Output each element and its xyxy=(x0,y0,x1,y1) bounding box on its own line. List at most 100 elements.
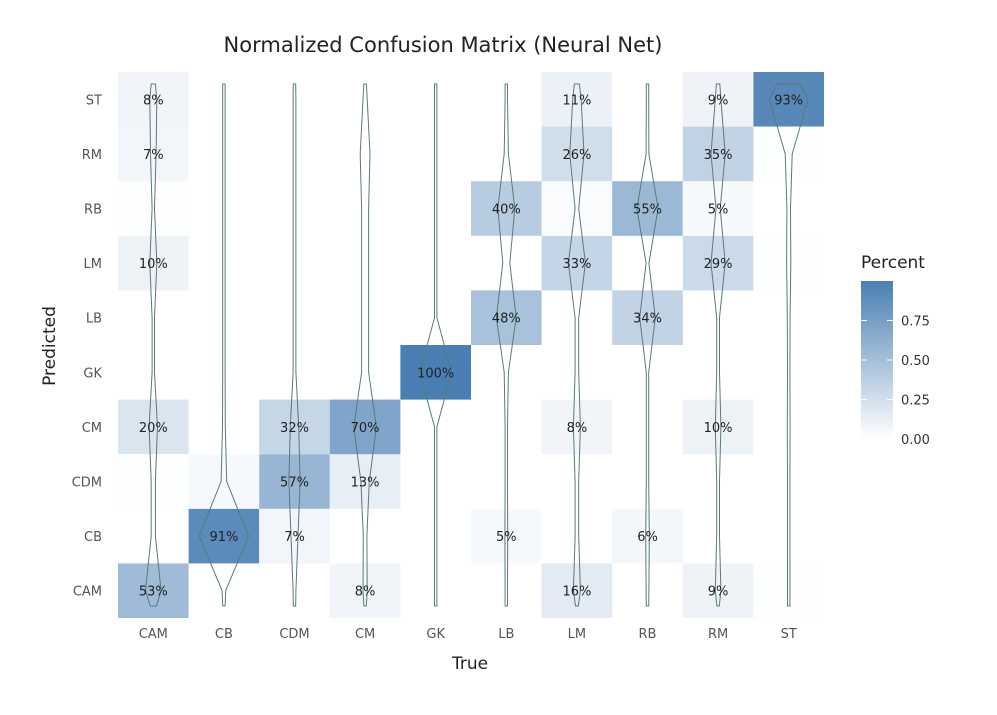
cell-value-label: 10% xyxy=(704,421,733,436)
violin-outline xyxy=(710,83,726,607)
cell-value-label: 35% xyxy=(704,148,733,163)
x-tick-label: LB xyxy=(498,627,514,642)
violin-outline xyxy=(636,83,659,607)
legend-tick-label: 0.50 xyxy=(901,354,930,369)
heatmap-cell xyxy=(118,72,189,127)
legend-title: Percent xyxy=(861,253,925,273)
cell-value-label: 6% xyxy=(637,530,658,545)
cell-value-label: 13% xyxy=(351,476,380,491)
violin-outline xyxy=(768,83,809,607)
x-tick-label: CDM xyxy=(279,627,309,642)
violin-overlays xyxy=(145,83,809,607)
cell-value-label: 70% xyxy=(351,421,380,436)
cell-value-label: 8% xyxy=(143,93,164,108)
heatmap-cell xyxy=(118,235,189,291)
x-tick-label: RM xyxy=(708,627,728,642)
x-tick-label: ST xyxy=(781,627,797,642)
heatmap-cell xyxy=(329,454,401,509)
cell-value-label: 7% xyxy=(143,148,164,163)
x-tick-label: CAM xyxy=(139,627,168,642)
heatmap-cell xyxy=(118,126,189,182)
color-legend: Percent 0.00 0.25 0.50 0.75 xyxy=(861,253,930,448)
y-tick-label: ST xyxy=(86,93,102,108)
violin-outline xyxy=(419,83,453,607)
legend-tick-label: 0.25 xyxy=(901,394,930,409)
x-tick-label: RB xyxy=(639,627,657,642)
cell-value-label: 93% xyxy=(774,93,803,108)
legend-ticks: 0.00 0.25 0.50 0.75 xyxy=(861,315,930,448)
cell-value-label: 40% xyxy=(492,203,521,218)
heatmap-cell xyxy=(329,399,401,455)
y-tick-label: CB xyxy=(84,530,102,545)
heatmap-cell xyxy=(471,508,542,564)
heatmap-cell xyxy=(753,235,824,291)
heatmap-cell xyxy=(682,235,754,291)
violin-outline xyxy=(145,83,162,607)
heatmap-cell xyxy=(612,508,683,564)
cell-value-label: 7% xyxy=(284,530,305,545)
x-tick-label: LM xyxy=(568,627,586,642)
heatmap-cell xyxy=(541,399,613,455)
heatmap-cell xyxy=(753,72,824,127)
cell-value-label: 91% xyxy=(209,530,238,545)
legend-tick-label: 0.75 xyxy=(901,315,930,330)
y-axis-ticks: CAM CB CDM CM GK LB LM RB RM ST xyxy=(72,93,103,599)
heatmap-cells xyxy=(118,72,824,618)
violin-outline xyxy=(495,83,517,607)
y-tick-label: CAM xyxy=(73,585,102,600)
cell-value-label: 8% xyxy=(355,585,376,600)
heatmap-cell xyxy=(118,399,189,455)
legend-tick-label: 0.00 xyxy=(901,433,930,448)
heatmap-cell xyxy=(541,235,613,291)
heatmap-cell xyxy=(471,181,542,236)
y-axis-title: Predicted xyxy=(40,306,60,386)
cell-value-label: 10% xyxy=(139,257,168,272)
chart-title: Normalized Confusion Matrix (Neural Net) xyxy=(224,33,663,57)
cell-value-label: 100% xyxy=(417,366,454,381)
heatmap-cell xyxy=(682,126,754,182)
violin-outline xyxy=(353,83,377,607)
x-tick-label: CB xyxy=(215,627,233,642)
heatmap-cell xyxy=(541,563,613,618)
heatmap-cell xyxy=(259,508,330,564)
heatmap-cell xyxy=(188,454,260,509)
cell-value-label: 5% xyxy=(496,530,517,545)
cell-value-label: 57% xyxy=(280,476,309,491)
heatmap-cell xyxy=(118,181,189,236)
heatmap-cell xyxy=(541,72,613,127)
heatmap-cell xyxy=(118,454,189,509)
cell-value-label: 11% xyxy=(562,93,591,108)
x-tick-label: GK xyxy=(426,627,445,642)
x-axis-title: True xyxy=(451,654,488,674)
heatmap-cell xyxy=(753,126,824,182)
x-axis-ticks: CAM CB CDM CM GK LB LM RB RM ST xyxy=(139,627,797,642)
heatmap-cell xyxy=(329,563,401,618)
cell-value-label: 53% xyxy=(139,585,168,600)
heatmap-cell xyxy=(259,454,330,509)
cell-value-label: 29% xyxy=(704,257,733,272)
heatmap-cell xyxy=(612,181,683,236)
violin-outline xyxy=(567,83,586,607)
y-tick-label: LB xyxy=(86,312,102,327)
cell-value-label: 8% xyxy=(567,421,588,436)
cell-value-label: 34% xyxy=(633,312,662,327)
heatmap-cell xyxy=(259,399,330,455)
heatmap-cell xyxy=(612,290,683,345)
cell-value-label: 26% xyxy=(562,148,591,163)
heatmap-cell xyxy=(682,399,754,455)
cell-value-label: 9% xyxy=(708,585,729,600)
heatmap-cell xyxy=(753,563,824,618)
violin-outline xyxy=(288,83,301,607)
y-tick-label: CDM xyxy=(72,476,102,491)
heatmap-cell xyxy=(118,563,189,618)
heatmap-cell xyxy=(471,290,542,345)
cell-value-label: 55% xyxy=(633,203,662,218)
heatmap-cell xyxy=(541,181,613,236)
cell-value-label: 20% xyxy=(139,421,168,436)
cell-value-label: 33% xyxy=(562,257,591,272)
cell-value-label: 32% xyxy=(280,421,309,436)
heatmap-cell xyxy=(188,508,260,564)
cell-labels: 53% 20% 10% 7% 8% 91% 7% 57% 32% 8% 13% 70% 100% 5% 48… xyxy=(139,93,803,599)
heatmap-cell xyxy=(682,72,754,127)
